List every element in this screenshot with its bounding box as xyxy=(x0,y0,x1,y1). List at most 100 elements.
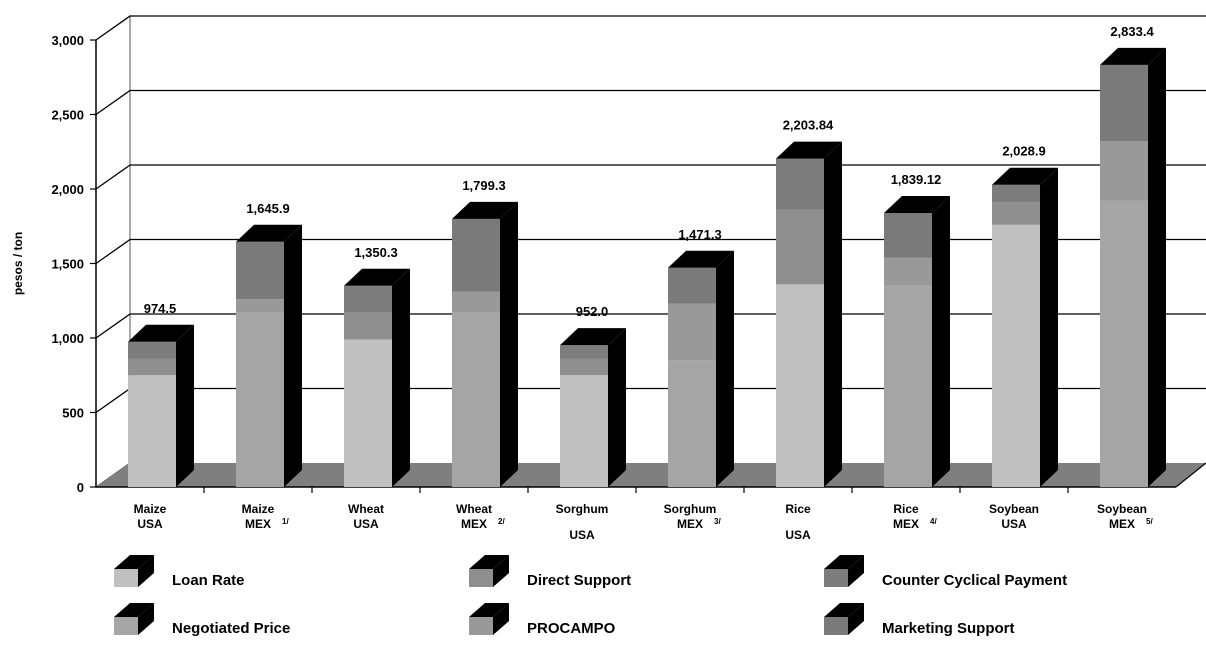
y-tick-label: 500 xyxy=(62,406,84,421)
bar-segment xyxy=(128,375,176,487)
legend-swatch-side xyxy=(138,555,154,587)
bar-segment xyxy=(776,158,824,210)
category-label: MEX xyxy=(893,517,919,531)
bar-segment xyxy=(560,358,608,376)
bar-segment xyxy=(128,358,176,376)
bar-value-label: 2,203.84 xyxy=(783,118,834,133)
bar-segment xyxy=(236,299,284,313)
bar-value-label: 2,833.4 xyxy=(1110,24,1154,39)
category-label: Soybean xyxy=(989,502,1039,516)
value-labels: 974.5 1,645.9 1,350.3 1,799.3 952.0 1,471.3 2,… xyxy=(144,24,1155,319)
bar-segment xyxy=(992,184,1040,203)
legend-swatch xyxy=(114,617,138,635)
bar-side-face xyxy=(1040,167,1058,487)
legend-item: Marketing Support xyxy=(824,603,1015,637)
bars xyxy=(128,47,1166,488)
category-label: Maize xyxy=(242,502,275,516)
y-tick-label: 2,000 xyxy=(51,182,84,197)
bar-segment xyxy=(992,224,1040,487)
legend-label: Counter Cyclical Payment xyxy=(882,572,1067,589)
category-footnote: 4/ xyxy=(930,517,937,526)
bar-top-face xyxy=(992,167,1058,185)
bar-side-face xyxy=(176,324,194,487)
bar-segment xyxy=(884,257,932,286)
category-label: USA xyxy=(569,528,595,542)
category-label: USA xyxy=(137,517,163,531)
legend-label: Loan Rate xyxy=(172,572,245,589)
bar-value-label: 1,350.3 xyxy=(354,245,397,260)
bar-value-label: 1,839.12 xyxy=(891,172,942,187)
bar-segment xyxy=(776,284,824,487)
bar-side-face xyxy=(716,250,734,487)
bar-segment xyxy=(452,218,500,292)
bar-segment xyxy=(236,312,284,487)
bar-segment xyxy=(992,202,1040,225)
bar-side-face xyxy=(932,195,950,487)
bar-side-face xyxy=(284,224,302,487)
legend-swatch xyxy=(824,617,848,635)
gridline xyxy=(95,89,1206,116)
legend-swatch xyxy=(114,569,138,587)
bar-value-label: 1,645.9 xyxy=(246,201,289,216)
legend-swatch-top xyxy=(824,603,864,617)
category-label: MEX xyxy=(461,517,487,531)
bar-top-face xyxy=(452,201,518,219)
legend-label: Negotiated Price xyxy=(172,620,290,637)
legend-swatch xyxy=(824,569,848,587)
bar-segment xyxy=(668,303,716,361)
y-tick-label: 3,000 xyxy=(51,33,84,48)
bar-segment xyxy=(344,312,392,340)
bar-side-face xyxy=(824,141,842,487)
bar-top-face xyxy=(1100,47,1166,65)
gridline xyxy=(95,313,1206,339)
bar-top-face xyxy=(668,250,734,268)
bar-segment xyxy=(884,285,932,487)
bar-segment xyxy=(560,375,608,487)
bar-segment xyxy=(452,291,500,313)
category-label: Sorghum xyxy=(556,502,609,516)
legend-swatch xyxy=(469,569,493,587)
category-label: USA xyxy=(1001,517,1027,531)
legend-swatch-side xyxy=(493,555,509,587)
y-tick-label: 1,500 xyxy=(51,257,84,272)
legend-swatch-side xyxy=(848,555,864,587)
category-label: USA xyxy=(785,528,811,542)
bar-value-label: 952.0 xyxy=(576,304,609,319)
category-label: Rice xyxy=(785,502,811,516)
bar-top-face xyxy=(344,268,410,286)
legend-swatch xyxy=(469,617,493,635)
bar-side-face xyxy=(1148,47,1166,488)
category-footnote: 1/ xyxy=(282,517,289,526)
bar-value-label: 2,028.9 xyxy=(1002,144,1045,159)
bar-side-face xyxy=(500,201,518,487)
legend: Loan Rate Direct Support Counter Cyclical … xyxy=(114,555,1067,637)
bar-segment xyxy=(776,209,824,285)
legend-item: Loan Rate xyxy=(114,555,245,589)
y-tick-label: 0 xyxy=(77,480,84,495)
category-label: Maize xyxy=(134,502,167,516)
y-axis-title: pesos / ton xyxy=(11,232,25,295)
category-label: Wheat xyxy=(456,502,492,516)
category-label: USA xyxy=(353,517,379,531)
category-footnote: 5/ xyxy=(1146,517,1153,526)
bar-value-label: 974.5 xyxy=(144,301,177,316)
category-label: MEX xyxy=(677,517,703,531)
category-label: MEX xyxy=(1109,517,1135,531)
legend-swatch-side xyxy=(493,603,509,635)
legend-swatch-top xyxy=(469,555,509,569)
bar-value-label: 1,799.3 xyxy=(462,178,505,193)
bar-segment xyxy=(668,267,716,304)
category-label: Sorghum xyxy=(664,502,717,516)
bar-top-face xyxy=(236,224,302,242)
category-footnote: 3/ xyxy=(714,517,721,526)
category-label: Soybean xyxy=(1097,502,1147,516)
legend-swatch-top xyxy=(114,555,154,569)
category-label: Wheat xyxy=(348,502,384,516)
gridline xyxy=(95,15,1206,41)
legend-swatch-side xyxy=(848,603,864,635)
category-label: Rice xyxy=(893,502,919,516)
category-label: MEX xyxy=(245,517,271,531)
bar-side-face xyxy=(608,328,626,487)
